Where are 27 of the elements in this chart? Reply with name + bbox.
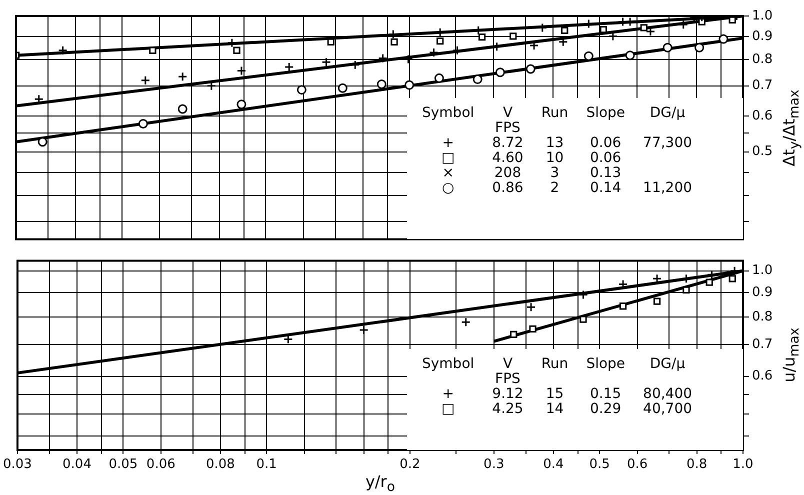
symbol-table: Symbol V FPS Run Slope DG/μ + 8.72 13 0.06 77,300 □ 4.60 10 0.06 × 208 3 0.13 ○ 0.86 2 0.14 11,200 [407, 98, 743, 240]
y-tick-label: 0.6 [752, 108, 773, 124]
y-tick-label: 0.8 [752, 309, 773, 324]
y-tick-label: 0.8 [752, 52, 773, 68]
x-tick-label: 0.03 [2, 457, 32, 472]
x-axis-title: y/r$_{o}$ [365, 472, 396, 495]
y-tick-label: 0.6 [752, 368, 773, 384]
x-tick-label: 0.08 [206, 457, 235, 472]
y-tick-label: 1.0 [752, 263, 773, 278]
x-tick-label: 0.4 [543, 457, 564, 472]
x-tick-label: 0.5 [589, 457, 610, 472]
x-tick-label: 0.3 [484, 457, 504, 472]
x-tick-label: 0.05 [108, 457, 138, 472]
x-tick-label: 0.06 [146, 457, 176, 472]
x-tick-label: 0.8 [686, 457, 708, 472]
x-tick-label: 0.6 [626, 457, 648, 472]
y-tick-label: 0.7 [752, 78, 773, 94]
x-tick-label: 0.2 [400, 457, 420, 472]
x-tick-label: 0.04 [62, 457, 92, 472]
x-tick-label: 1.0 [732, 457, 754, 472]
y-tick-label: 0.5 [752, 144, 773, 160]
y-tick-label: 0.9 [752, 29, 773, 44]
y-tick-label: 0.7 [752, 336, 773, 352]
y-tick-label: 0.9 [752, 285, 773, 300]
y-tick-label: 1.0 [752, 8, 773, 24]
symbol-table: Symbol V FPS Run Slope DG/μ + 9.12 15 0.15 80,400 □ 4.25 14 0.29 40,700 [407, 348, 743, 450]
x-tick-label: 0.1 [256, 457, 277, 472]
